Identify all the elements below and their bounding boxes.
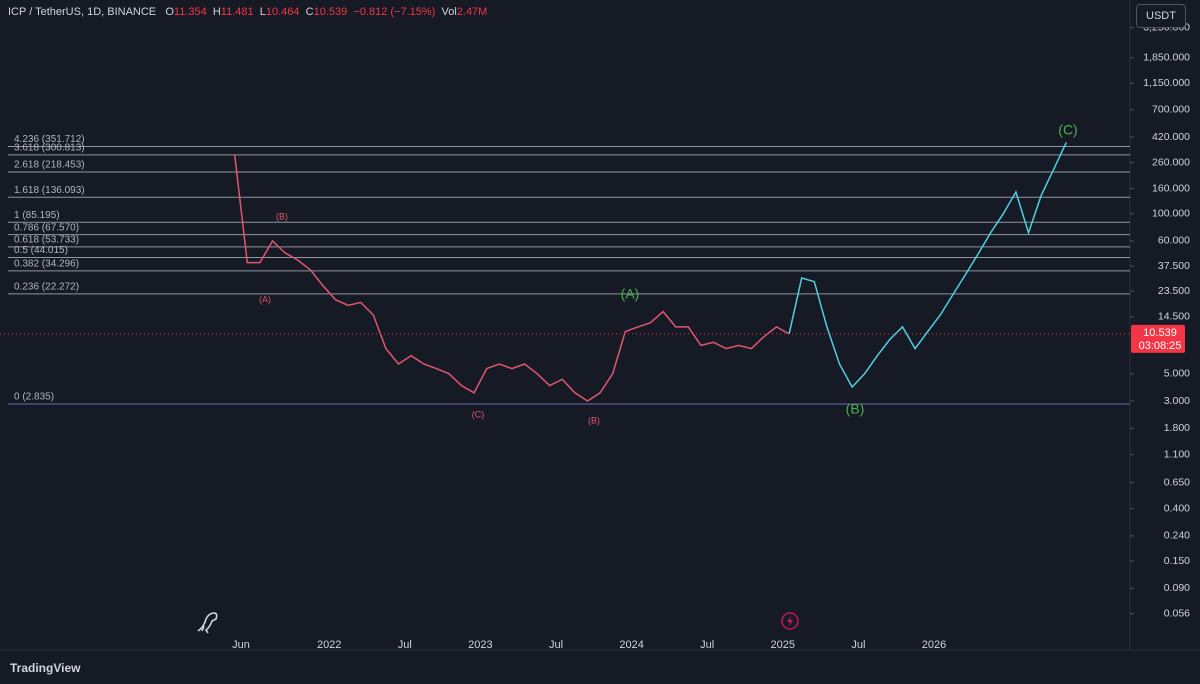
fib-label: 0.382 (34.296)	[14, 258, 79, 269]
y-tick-label: 0.650	[1164, 476, 1190, 488]
y-tick-label: 5.000	[1164, 367, 1190, 379]
brand-logo[interactable]: TradingView	[10, 661, 81, 675]
wave-label: (A)	[621, 286, 640, 302]
y-tick-label: 0.090	[1164, 582, 1190, 594]
fib-label: 3.618 (300.813)	[14, 142, 85, 153]
y-tick-label: 0.400	[1164, 502, 1190, 514]
close-value: 10.539	[313, 6, 348, 18]
close-label: C	[305, 6, 314, 18]
y-tick-label: 37.500	[1158, 260, 1190, 272]
countdown: 03:08:25	[1139, 340, 1182, 352]
wave-label: (C)	[472, 409, 485, 419]
y-tick-label: 23.500	[1158, 285, 1190, 297]
fib-label: 0.618 (53.733)	[14, 234, 79, 245]
fib-label: 0.5 (44.015)	[14, 245, 68, 256]
fib-label: 0.786 (67.570)	[14, 222, 79, 233]
y-tick-label: 1.800	[1164, 422, 1190, 434]
wave-label: (B)	[276, 211, 288, 221]
open-value: 11.354	[173, 6, 207, 18]
fib-label: 4.236 (351.712)	[14, 134, 85, 145]
x-tick-label: Jul	[549, 639, 563, 651]
price-line	[788, 142, 1067, 389]
y-tick-label: 260.000	[1152, 156, 1190, 168]
x-tick-label: 2026	[922, 639, 946, 651]
volume-label: Vol	[441, 6, 457, 18]
high-value: 11.481	[220, 6, 254, 18]
open-label: O	[165, 6, 174, 18]
y-tick-label: 420.000	[1152, 131, 1190, 143]
wave-label: (A)	[259, 294, 271, 304]
events-icon[interactable]	[781, 612, 799, 630]
fib-label: 2.618 (218.453)	[14, 160, 85, 171]
x-tick-label: 2024	[619, 639, 643, 651]
low-value: 10.464	[265, 6, 300, 18]
y-tick-label: 160.000	[1152, 182, 1190, 194]
y-tick-label: 60.000	[1158, 235, 1190, 247]
wave-label: (C)	[1058, 122, 1077, 138]
y-tick-label: 3.000	[1164, 395, 1190, 407]
high-label: H	[212, 6, 221, 18]
price-line	[233, 154, 790, 402]
y-tick-label: 100.000	[1152, 207, 1190, 219]
y-tick-label: 0.056	[1164, 607, 1190, 619]
symbol-header: ICP / TetherUS, 1D, BINANCE O11.354 H11.…	[8, 6, 487, 18]
y-tick-label: 0.240	[1164, 530, 1190, 542]
x-tick-label: Jul	[851, 639, 865, 651]
y-tick-label: 1.100	[1164, 448, 1190, 460]
wave-label: (B)	[588, 415, 600, 425]
currency-button[interactable]: USDT	[1136, 4, 1186, 28]
dino-icon	[197, 612, 218, 634]
x-tick-label: Jun	[232, 639, 250, 651]
x-tick-label: Jul	[700, 639, 714, 651]
fib-label: 1.618 (136.093)	[14, 185, 85, 196]
current-price-box	[1131, 324, 1185, 353]
volume-value: 2.47M	[456, 6, 488, 18]
y-tick-label: 0.150	[1164, 555, 1190, 567]
y-tick-label: 14.500	[1158, 311, 1190, 323]
symbol: ICP / TetherUS, 1D, BINANCE	[8, 6, 157, 18]
fib-label: 1 (85.195)	[14, 210, 60, 221]
fib-label: 0.236 (22.272)	[14, 282, 79, 293]
wave-label: (B)	[846, 401, 865, 417]
events-bolt	[787, 615, 793, 627]
x-tick-label: 2025	[771, 639, 795, 651]
fib-label: 0 (2.835)	[14, 392, 54, 403]
change: −0.812 (−7.15%)	[353, 6, 436, 18]
y-tick-label: 1,150.000	[1143, 77, 1190, 89]
low-label: L	[259, 6, 266, 18]
x-tick-label: Jul	[398, 639, 412, 651]
y-tick-label: 700.000	[1152, 104, 1190, 116]
x-tick-label: 2023	[468, 639, 492, 651]
x-tick-label: 2022	[317, 639, 341, 651]
y-tick-label: 1,850.000	[1143, 52, 1190, 64]
current-price-value: 10.539	[1143, 327, 1177, 339]
